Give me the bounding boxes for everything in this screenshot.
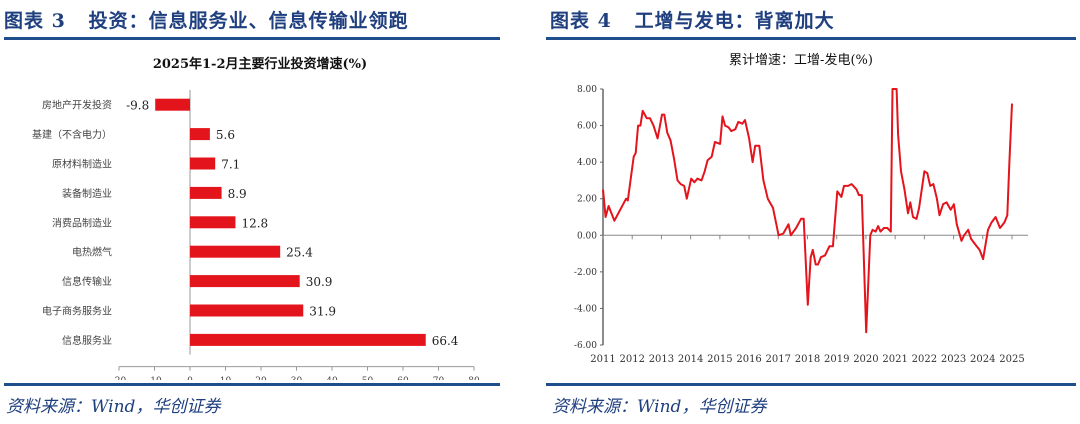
series-line [602,88,1013,334]
category-label: 信息传输业 [62,275,112,288]
right-panel: 图表 4 工增与发电：背离加大 累计增速：工增-发电(%) 8.00 6.00 4.0… [546,0,1080,424]
x-tick-label: 2017 [766,354,791,365]
y-tick-label: -2.00 [574,268,597,278]
x-tick-label: 2020 [853,354,878,365]
category-label: 基建（不含电力） [32,128,112,141]
bar [155,98,190,111]
data-label: 66.4 [432,334,459,348]
chart-title: 2025年1-2月主要行业投资增速(%) [153,56,367,72]
chart-title: 累计增速：工增-发电(%) [729,52,873,68]
bar [190,128,210,141]
bar [190,186,222,199]
x-tick-label: 2015 [707,354,732,365]
x-tick-label: 70 [433,377,445,380]
x-tick-label: 40 [326,377,338,380]
x-tick-label: 30 [291,377,303,380]
left-panel: 图表 3 投资：信息服务业、信息传输业领跑 2025年1-2月主要行业投资增速(… [0,0,520,424]
category-label: 电热燃气 [72,246,112,259]
x-tick-label: 2014 [678,354,703,365]
y-tick-label: 6.00 [577,122,597,132]
x-tick-label: 50 [362,377,374,380]
x-tick-label: 2023 [941,354,966,365]
title-divider [546,37,1076,40]
bar [190,304,304,317]
category-label: 消费品制造业 [52,216,112,229]
x-tick-label: 2016 [736,354,761,365]
data-label: 7.1 [221,158,240,172]
category-label: 装备制造业 [62,187,112,200]
x-tick-label: 2011 [590,354,615,365]
x-tick-label: 10 [220,377,232,380]
data-label: 12.8 [241,216,268,230]
data-label: 25.4 [286,246,313,260]
y-tick-label: 0.00 [577,231,597,241]
x-tick-label: 2025 [999,354,1024,365]
x-tick-label: 2024 [970,354,995,365]
data-label: 30.9 [306,275,333,289]
line-chart: 累计增速：工增-发电(%) 8.00 6.00 4.00 2.00 0.00 -2.00 -4… [574,52,1028,365]
source-note: 资料来源：Wind，华创证券 [6,397,221,417]
x-tick-label: 2022 [912,354,937,365]
x-tick-label: 20 [255,377,267,380]
category-label: 电子商务服务业 [42,305,112,318]
x-tick-label: 2018 [795,354,820,365]
y-tick-label: 4.00 [577,158,597,168]
y-tick-label: -6.00 [574,341,597,351]
bar-chart: 2025年1-2月主要行业投资增速(%) 房地产开发投资 -9.8 基建（不含电力） 5… [32,56,480,380]
x-tick-label: -10 [147,377,162,380]
x-tick-label: 80 [468,377,480,380]
bar [190,216,236,229]
x-tick-label: 2012 [619,354,644,365]
category-label: 信息服务业 [62,334,112,347]
y-tick-label: -4.00 [574,304,597,314]
x-tick-label: 60 [397,377,409,380]
x-tick-label: 0 [187,377,193,380]
data-label: 8.9 [228,187,247,201]
data-label: -9.8 [126,99,149,113]
title-divider [4,37,500,40]
category-label: 房地产开发投资 [42,99,112,112]
y-tick-label: 2.00 [577,195,597,205]
right-panel-title: 图表 4 工增与发电：背离加大 [550,10,835,32]
x-tick-label: 2019 [824,354,849,365]
y-tick-label: 8.00 [577,85,597,95]
x-tick-label: 2021 [882,354,907,365]
bar [190,157,216,170]
footer-divider [546,383,1076,386]
bar [190,275,300,288]
data-label: 5.6 [216,128,235,142]
x-tick-label: 2013 [649,354,674,365]
source-note: 资料来源：Wind，华创证券 [552,397,767,417]
bar [190,333,426,346]
left-panel-title: 图表 3 投资：信息服务业、信息传输业领跑 [4,10,409,32]
data-label: 31.9 [309,305,336,319]
footer-divider [4,383,500,386]
category-label: 原材料制造业 [52,158,112,171]
bar [190,245,281,258]
x-tick-label: -20 [112,377,127,380]
